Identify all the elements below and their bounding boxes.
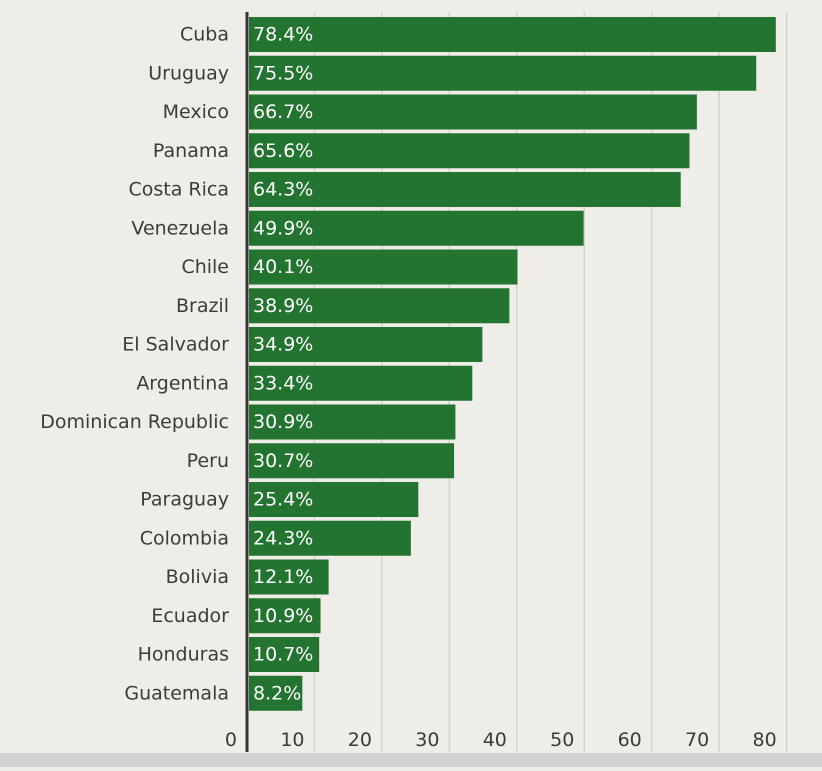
value-label: 34.9% <box>253 334 313 356</box>
x-tick-label: 30 <box>415 729 439 751</box>
bar-panama <box>249 133 690 169</box>
category-label: Venezuela <box>131 217 229 239</box>
category-label: El Salvador <box>122 334 229 356</box>
x-tick-label: 60 <box>618 729 642 751</box>
category-label: Brazil <box>176 295 229 317</box>
category-label: Panama <box>153 140 229 162</box>
category-label: Guatemala <box>124 682 229 704</box>
value-label: 65.6% <box>253 140 313 162</box>
bar-chile <box>249 249 518 285</box>
bar-honduras <box>249 637 320 672</box>
bar-cuba <box>249 17 776 52</box>
category-label: Uruguay <box>148 62 229 84</box>
bar-mexico <box>249 94 697 130</box>
bar-uruguay <box>249 55 757 91</box>
bar-peru <box>249 443 455 479</box>
value-label: 38.9% <box>253 295 313 317</box>
value-label: 30.9% <box>253 411 313 433</box>
bar-bolivia <box>249 559 329 595</box>
bar-colombia <box>249 520 411 556</box>
x-tick-label: 50 <box>550 729 574 751</box>
category-label: Dominican Republic <box>40 411 229 433</box>
category-label: Honduras <box>138 644 229 666</box>
value-label: 66.7% <box>253 101 313 123</box>
x-tick-label: 10 <box>280 729 304 751</box>
x-tick-label: 20 <box>348 729 372 751</box>
category-label: Costa Rica <box>129 179 230 201</box>
value-label: 12.1% <box>253 566 313 588</box>
value-label: 49.9% <box>253 217 313 239</box>
value-label: 33.4% <box>253 372 313 394</box>
category-label: Chile <box>181 256 229 278</box>
category-label: Peru <box>187 450 229 472</box>
category-label: Cuba <box>180 24 229 46</box>
x-tick-label: 40 <box>483 729 507 751</box>
category-label: Bolivia <box>166 566 229 588</box>
value-label: 40.1% <box>253 256 313 278</box>
bars <box>249 17 776 711</box>
x-tick-label: 70 <box>685 729 709 751</box>
value-label: 25.4% <box>253 489 313 511</box>
category-label: Mexico <box>163 101 229 123</box>
bar-brazil <box>249 288 510 324</box>
value-label: 10.9% <box>253 605 313 627</box>
footer-strip <box>0 753 822 767</box>
bar-el-salvador <box>249 327 483 362</box>
bar-dominican-republic <box>249 404 456 440</box>
bar-argentina <box>249 365 473 401</box>
category-label: Argentina <box>136 372 229 394</box>
bar-ecuador <box>249 598 321 634</box>
bar-costa-rica <box>249 172 681 207</box>
category-label: Ecuador <box>151 605 229 627</box>
value-label: 10.7% <box>253 644 313 666</box>
category-label: Colombia <box>140 527 229 549</box>
value-label: 64.3% <box>253 179 313 201</box>
value-labels: 78.4% 75.5% 66.7% 65.6% 64.3% 49.9% 40.1% 38.9%… <box>253 24 313 705</box>
bar-guatemala <box>249 675 303 711</box>
value-label: 8.2% <box>253 682 301 704</box>
bar-venezuela <box>249 210 584 246</box>
category-label: Paraguay <box>140 489 229 511</box>
value-label: 24.3% <box>253 527 313 549</box>
bar-paraguay <box>249 482 419 517</box>
value-label: 30.7% <box>253 450 313 472</box>
category-labels: Cuba Uruguay Mexico Panama Costa Rica Venezue… <box>40 24 229 705</box>
value-label: 75.5% <box>253 62 313 84</box>
x-tick-labels: 0 10 20 30 40 50 60 70 80 <box>225 729 777 751</box>
x-tick-label: 0 <box>225 729 237 751</box>
value-label: 78.4% <box>253 24 313 46</box>
x-tick-label: 80 <box>753 729 777 751</box>
